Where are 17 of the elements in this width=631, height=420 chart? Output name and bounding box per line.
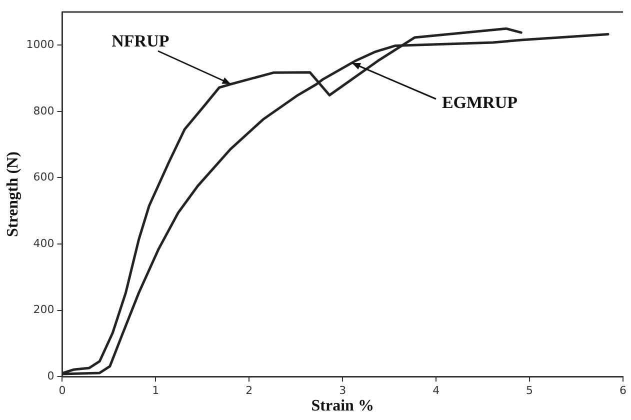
x-tick-label: 1 [152,384,160,398]
y-tick-label: 400 [33,236,54,250]
x-tick-label: 4 [432,384,440,398]
y-tick-label: 0 [47,369,54,382]
x-tick-label: 6 [620,384,626,398]
x-tick-label: 0 [58,384,66,398]
y-tick-label: 800 [33,104,54,118]
x-tick-label: 5 [526,384,534,398]
y-axis-title: Strength (N) [4,152,22,238]
y-tick-label: 200 [33,303,54,316]
x-axis-title: Strain % [311,398,374,415]
y-tick-label: 1000 [26,38,54,52]
x-tick-label: 3 [339,384,346,398]
x-tick-label: 2 [246,384,253,398]
annotation: EGMRUP [442,92,518,112]
annotation: NFRUP [112,32,170,51]
y-tick-label: 600 [33,170,54,184]
